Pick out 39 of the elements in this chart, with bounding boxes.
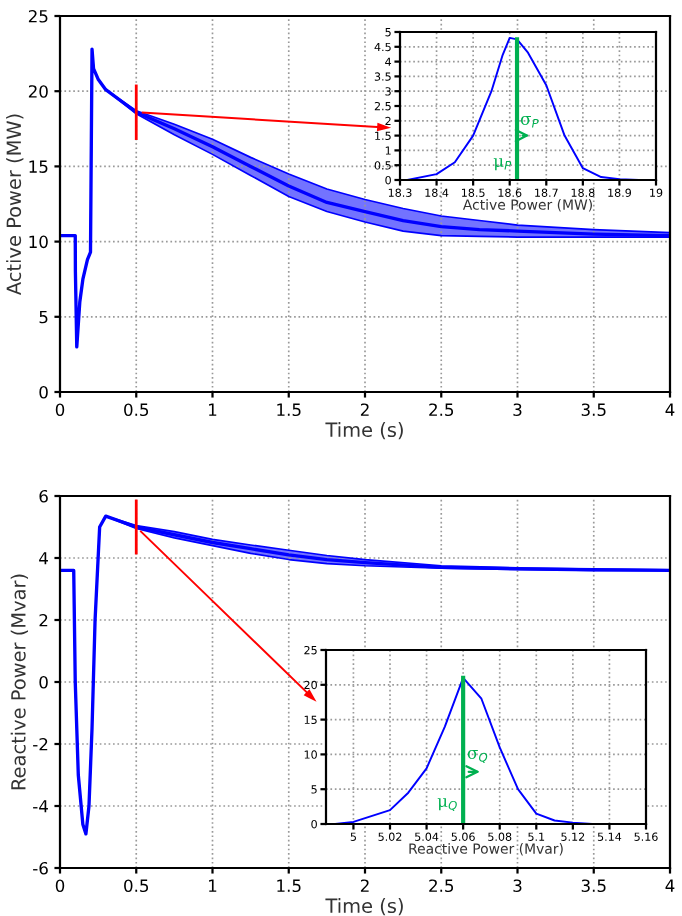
y-axis-title: Active Power (MW) [6, 114, 24, 296]
x-tick-label: 0 [55, 403, 65, 417]
y-tick-label: 10 [29, 235, 48, 249]
y-tick-label: 15 [29, 160, 48, 173]
y-tick-label: 6 [39, 489, 48, 503]
y-axis-title: Reactive Power (Mvar) [10, 574, 29, 790]
x-tick-label: 4 [665, 403, 675, 416]
y-tick-label: 5 [39, 310, 48, 324]
annotation: σ$_{Q}$ [467, 750, 488, 763]
x-tick-label: 3.5 [581, 403, 606, 417]
x-tick-label: 0.5 [124, 879, 149, 893]
y-tick-label: 25 [28, 9, 48, 23]
x-tick-label: 0.5 [124, 403, 149, 417]
ref-line-label: μ$_{Q}$ [437, 798, 457, 812]
x-tick-label: 2.5 [429, 879, 454, 893]
x-tick-label: 1.5 [277, 879, 301, 893]
x-axis-title: Time (s) [325, 898, 403, 916]
x-tick-label: 2.5 [429, 403, 454, 417]
x-tick-label: 1 [209, 403, 217, 416]
x-tick-label: 1.5 [277, 403, 301, 417]
x-tick-label: 3.5 [581, 879, 606, 893]
y-tick-label: 0 [39, 385, 48, 399]
x-tick-label: 2 [360, 879, 369, 892]
x-tick-label: 3 [513, 403, 522, 417]
y-tick-label: 4 [39, 552, 48, 565]
x-tick-label: 0 [55, 879, 65, 893]
y-tick-label: 20 [28, 85, 48, 98]
y-tick-label: 0 [39, 675, 48, 689]
x-tick-label: 1 [209, 879, 217, 892]
x-tick-label: 3 [513, 879, 522, 893]
y-tick-label: -2 [33, 737, 48, 751]
x-tick-label: 4 [665, 879, 675, 892]
y-tick-label: -6 [33, 861, 48, 875]
y-tick-label: 2 [39, 613, 48, 627]
annotation: σ$_{P}$ [520, 116, 539, 128]
y-tick-label: -4 [33, 800, 48, 813]
ref-line-label: μ$_{P}$ [493, 158, 512, 171]
x-axis-title: Time (s) [325, 422, 403, 440]
x-tick-label: 2 [360, 403, 369, 416]
